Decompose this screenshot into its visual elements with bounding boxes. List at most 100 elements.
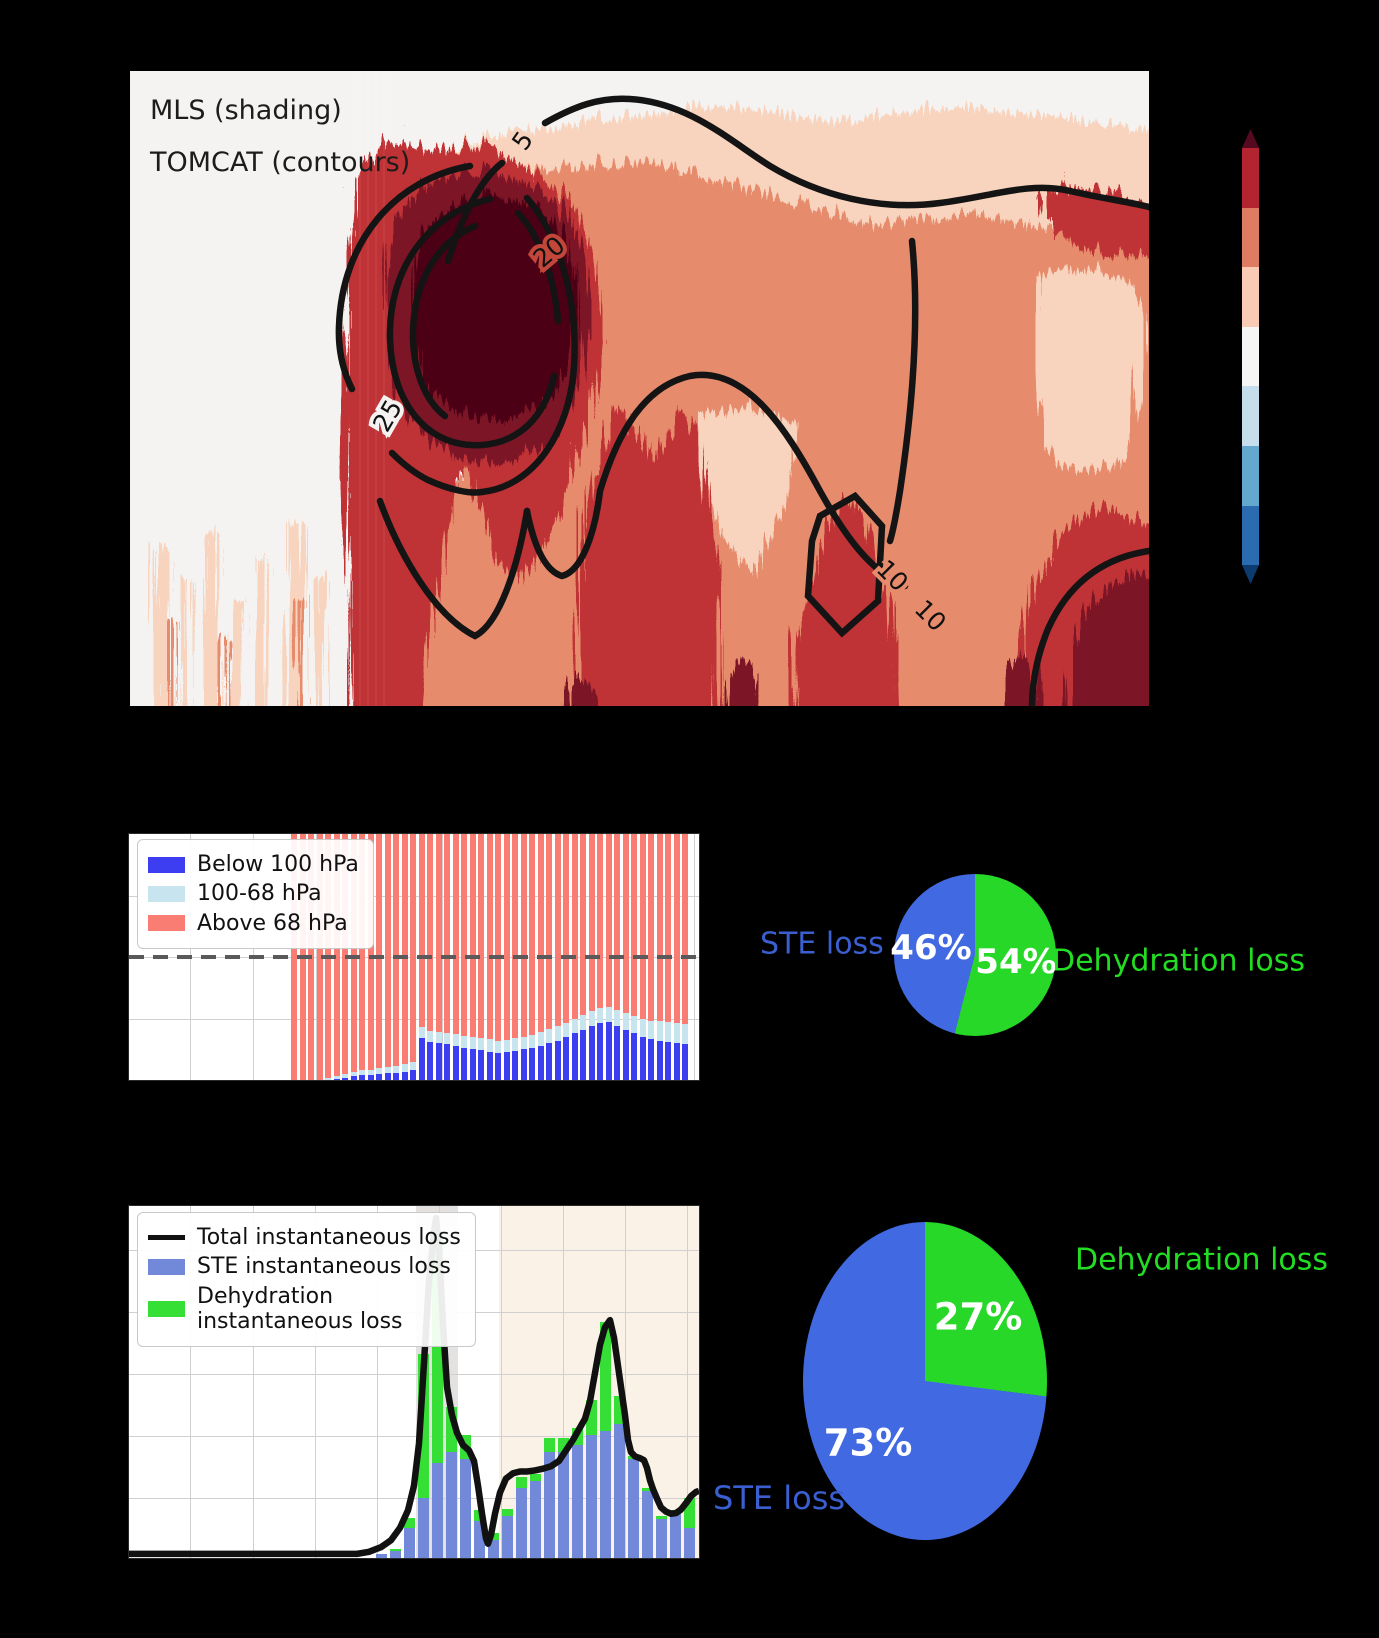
stacked-bar — [656, 834, 663, 1080]
ste-segment — [614, 1424, 625, 1558]
stacked-bar — [665, 834, 671, 1080]
bar-segment — [682, 1023, 688, 1044]
bar-segment — [376, 1073, 382, 1080]
bar-segment — [682, 1043, 688, 1080]
bar-segment — [333, 1078, 340, 1080]
legend-item-100-68hpa: 100-68 hPa — [148, 881, 359, 906]
colorbar-body — [1242, 148, 1259, 566]
bar-segment — [512, 1050, 518, 1080]
ste-segment — [488, 1540, 499, 1558]
stacked-bar — [546, 834, 552, 1080]
loss-bar — [404, 1517, 415, 1558]
legend-label: Below 100 hPa — [197, 852, 359, 877]
stacked-bar — [563, 834, 569, 1080]
pie2-ste-loss-label: STE loss — [713, 1479, 846, 1517]
stacked-bar — [597, 834, 603, 1080]
bar-segment — [656, 1040, 663, 1080]
bar-segment — [665, 1022, 671, 1042]
loss-bar — [376, 1554, 387, 1558]
loss-bar — [656, 1515, 667, 1558]
mid-chart-legend: Below 100 hPa 100-68 hPa Above 68 hPa — [137, 839, 374, 949]
bar-segment — [486, 834, 493, 1040]
dehydration-segment — [446, 1406, 457, 1453]
stacked-bar — [435, 834, 442, 1080]
stacked-bar — [452, 834, 459, 1080]
bar-segment — [639, 1036, 646, 1080]
bar-segment — [452, 1045, 459, 1080]
colorbar-segment — [1242, 326, 1259, 387]
bar-segment — [342, 1073, 348, 1078]
bar-segment — [452, 834, 459, 1034]
ste-segment — [460, 1459, 471, 1558]
colorbar-segment — [1242, 267, 1259, 327]
loss-bar — [418, 1353, 429, 1558]
bar-segment — [554, 1026, 561, 1041]
stacked-bar — [342, 834, 348, 1080]
dehydration-segment — [600, 1322, 611, 1432]
loss-bar — [586, 1399, 597, 1558]
stacked-bar — [605, 834, 612, 1080]
bar-segment — [673, 1043, 680, 1080]
bar-segment — [529, 834, 535, 1035]
dehydration-segment — [614, 1396, 625, 1425]
bar-segment — [588, 1011, 595, 1026]
bar-segment — [384, 834, 391, 1067]
stacked-bar — [478, 834, 484, 1080]
bar-segment — [639, 1019, 646, 1037]
gridline-vertical — [687, 1206, 688, 1558]
gridline-vertical — [563, 1206, 564, 1558]
legend-item-dehydration-loss: Dehydration instantaneous loss — [148, 1284, 461, 1335]
ste-segment — [684, 1528, 695, 1558]
bar-segment — [427, 1030, 433, 1042]
contour-plot: 5 20 25 10 10 MLS (shading) TOMCAT (cont… — [130, 71, 1149, 706]
loss-bar — [642, 1487, 653, 1558]
bar-segment — [401, 834, 408, 1065]
bar-segment — [393, 1065, 399, 1073]
bar-segment — [605, 834, 612, 1007]
stacked-bar — [427, 834, 433, 1080]
stacked-bar — [401, 834, 408, 1080]
bar-segment — [631, 1033, 637, 1080]
dehydration-segment — [558, 1438, 569, 1453]
stacked-bar — [410, 834, 416, 1080]
loss-bar — [446, 1406, 457, 1558]
stacked-bar — [520, 834, 527, 1080]
bar-segment — [520, 1049, 527, 1080]
stacked-bar — [495, 834, 501, 1080]
ste-segment — [530, 1480, 541, 1558]
dehydration-segment — [390, 1549, 401, 1551]
bar-segment — [393, 834, 399, 1066]
gridline-vertical — [377, 1206, 378, 1558]
loss-bar — [502, 1508, 513, 1558]
legend-label: Dehydration instantaneous loss — [197, 1283, 403, 1334]
pie1-green-pct: 54% — [975, 942, 1057, 982]
red-swatch — [148, 915, 185, 932]
bar-segment — [503, 1040, 510, 1053]
bar-segment — [571, 1033, 578, 1080]
bar-segment — [461, 1047, 467, 1080]
bar-segment — [435, 1031, 442, 1044]
bar-segment — [325, 1077, 331, 1080]
bar-segment — [580, 1014, 586, 1030]
bar-segment — [665, 834, 671, 1023]
bar-segment — [503, 834, 510, 1041]
bar-segment — [401, 1064, 408, 1072]
gridline-horizontal — [129, 1374, 699, 1375]
bar-segment — [452, 1033, 459, 1046]
mls-tomcat-contour-panel: 5 20 25 10 10 MLS (shading) TOMCAT (cont… — [130, 71, 1149, 706]
bar-segment — [478, 834, 484, 1039]
ste-segment — [600, 1431, 611, 1558]
gridline-vertical — [253, 1206, 254, 1558]
bar-segment — [529, 1048, 535, 1080]
loss-bar — [684, 1498, 695, 1558]
gridline-horizontal — [129, 1436, 699, 1437]
bar-segment — [444, 1044, 450, 1080]
ste-segment — [376, 1554, 387, 1558]
stacked-bar — [418, 834, 425, 1080]
trajectory-fate-stacked-bar-chart: Below 100 hPa 100-68 hPa Above 68 hPa — [128, 833, 700, 1081]
colorbar-segment — [1242, 386, 1259, 446]
instantaneous-loss-chart: Total instantaneous loss STE instantaneo… — [128, 1205, 700, 1559]
stacked-bar — [350, 834, 357, 1080]
bar-segment — [384, 1066, 391, 1074]
legend-label: Above 68 hPa — [197, 910, 348, 936]
